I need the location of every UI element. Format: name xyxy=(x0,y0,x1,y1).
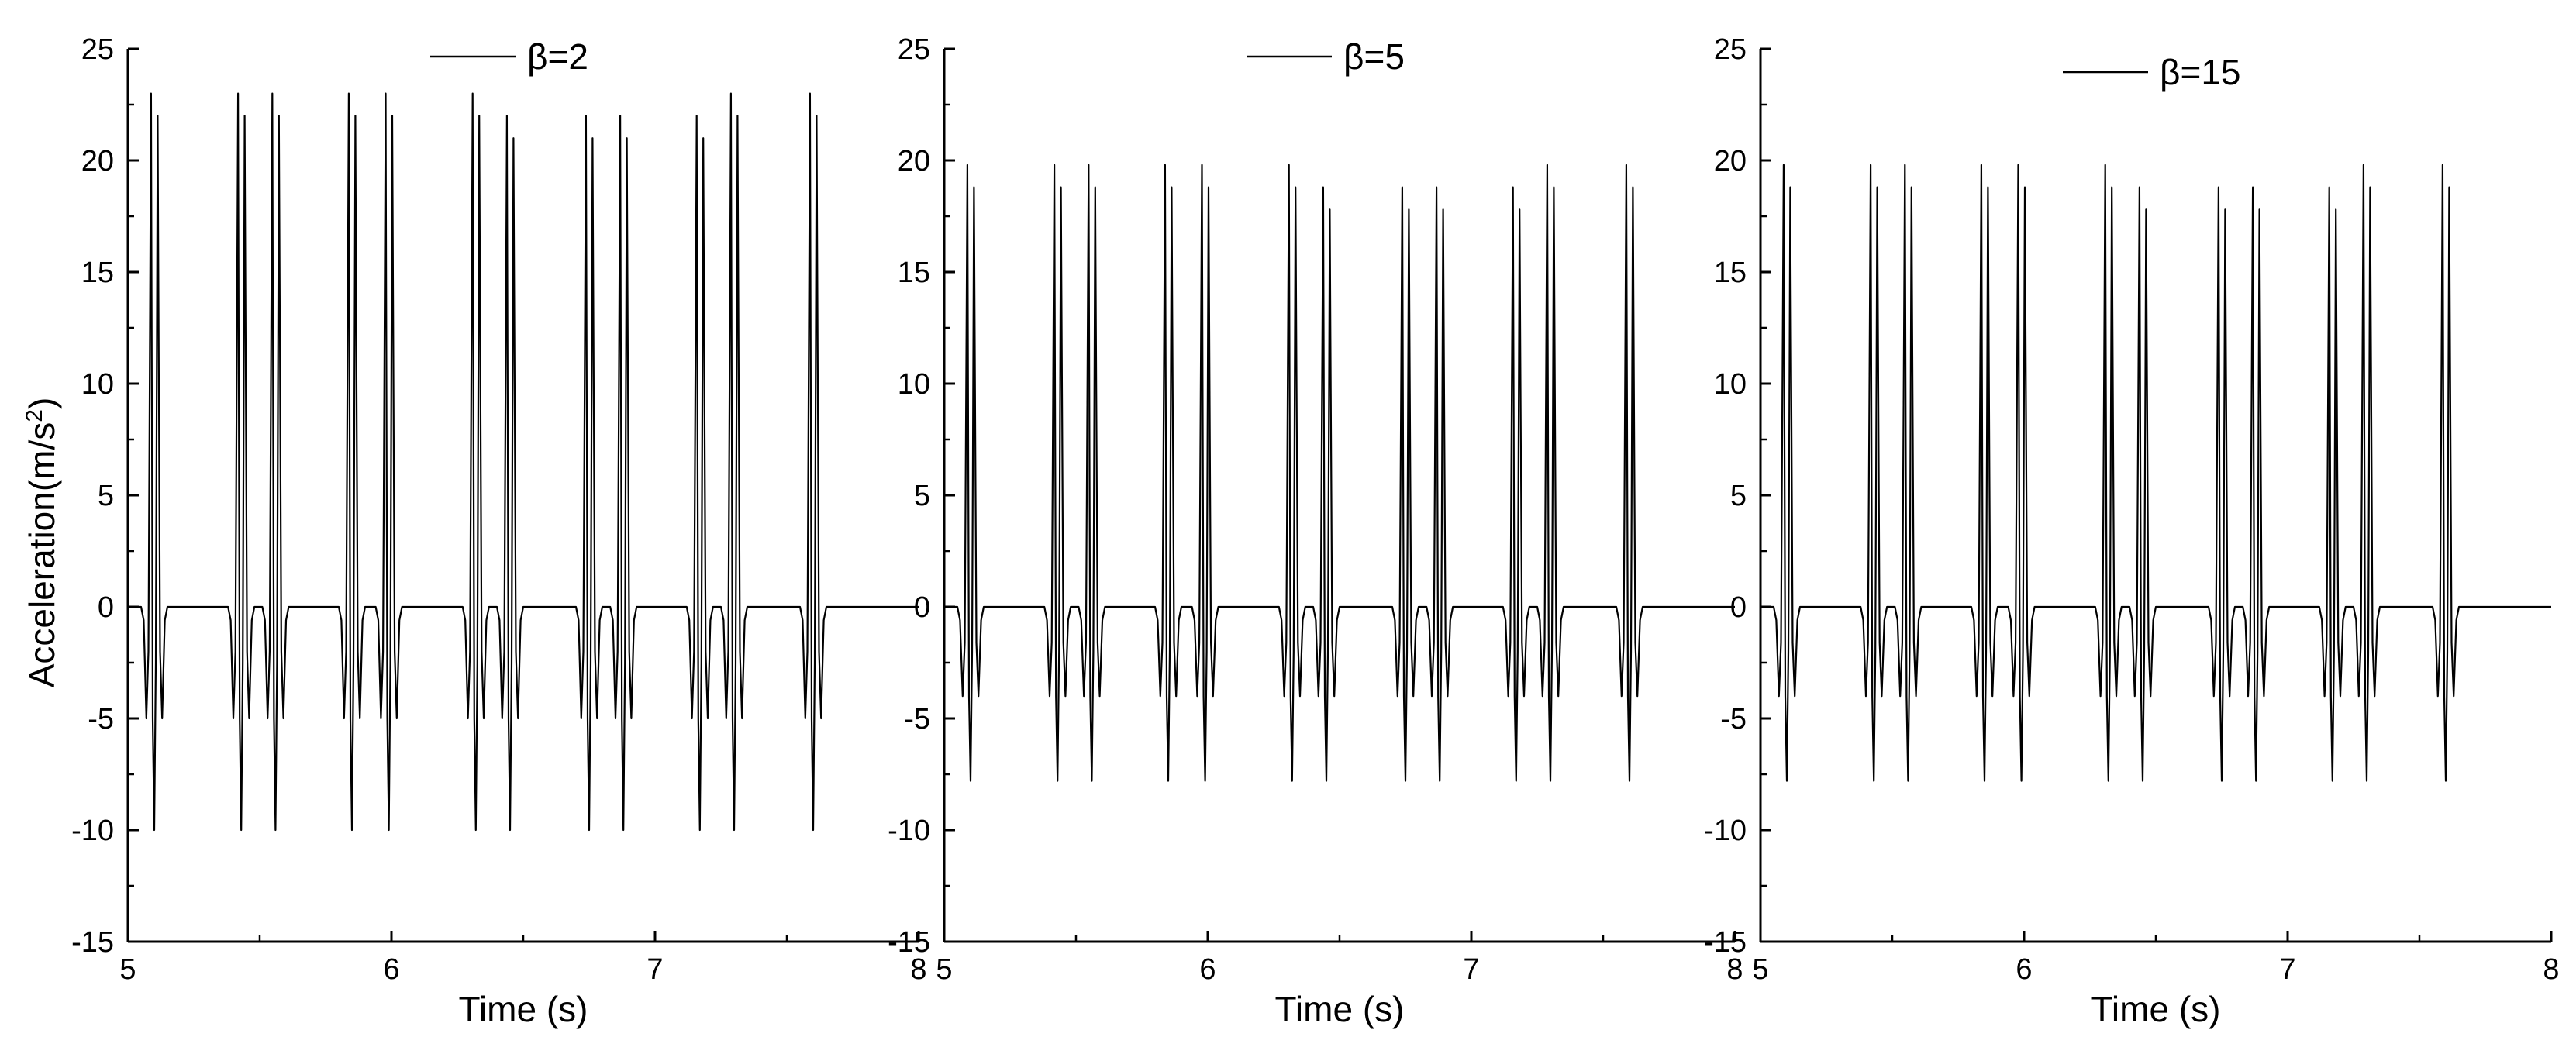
y-tick-label: 10 xyxy=(81,368,114,401)
y-tick-label: -10 xyxy=(888,815,930,847)
legend-label: β=5 xyxy=(1343,36,1405,77)
y-tick-label: 5 xyxy=(98,480,114,512)
series-line-1 xyxy=(944,164,1735,782)
y-axis-title: Acceleration(m/s2) xyxy=(22,398,63,688)
y-tick-label: 20 xyxy=(898,145,930,177)
y-tick-label: 5 xyxy=(1730,480,1747,512)
y-tick-label: -10 xyxy=(1704,815,1747,847)
series-line-1 xyxy=(128,92,919,832)
x-tick-label: 7 xyxy=(2279,953,2295,986)
y-tick-label: -15 xyxy=(1704,926,1747,959)
x-tick-label: 5 xyxy=(1752,953,1768,986)
legend-label: β=15 xyxy=(2160,52,2241,92)
y-tick-label: 0 xyxy=(1730,591,1747,624)
series-line-1 xyxy=(1760,164,2551,782)
y-axis-title-superscript: 2 xyxy=(22,409,47,422)
x-axis-title: Time (s) xyxy=(2091,989,2221,1029)
y-tick-label: 25 xyxy=(81,33,114,66)
x-axis-title: Time (s) xyxy=(459,989,588,1029)
y-tick-label: 15 xyxy=(81,257,114,289)
x-tick-label: 6 xyxy=(383,953,399,986)
x-tick-label: 7 xyxy=(647,953,663,986)
y-axis-title-end: ) xyxy=(22,398,62,409)
y-tick-label: 20 xyxy=(1714,145,1747,177)
x-tick-label: 5 xyxy=(119,953,136,986)
x-tick-label: 8 xyxy=(2543,953,2559,986)
legend: β=15 xyxy=(2063,52,2241,92)
x-tick-label: 5 xyxy=(936,953,952,986)
y-tick-label: 10 xyxy=(898,368,930,401)
chart-panel-1: -15 -10 -5 0 5 10 15 20 25 5 6 7 8 Time (s) β=2 xyxy=(71,33,926,1029)
y-tick-label: 15 xyxy=(898,257,930,289)
y-tick-label: -10 xyxy=(71,815,114,847)
legend-label: β=2 xyxy=(527,36,588,77)
x-axis-title: Time (s) xyxy=(1275,989,1405,1029)
x-tick-label: 6 xyxy=(2016,953,2032,986)
chart-panel-3: -15 -10 -5 0 5 10 15 20 25 5 6 7 8 Time (s) β=15 xyxy=(1704,33,2559,1029)
y-tick-label: 10 xyxy=(1714,368,1747,401)
y-tick-label: -5 xyxy=(904,703,930,736)
x-tick-label: 7 xyxy=(1463,953,1479,986)
y-axis-title-main: Acceleration(m/s xyxy=(22,422,62,688)
y-tick-label: -15 xyxy=(888,926,930,959)
y-tick-label: 5 xyxy=(914,480,930,512)
legend: β=2 xyxy=(430,36,588,77)
x-tick-label: 6 xyxy=(1199,953,1216,986)
x-tick-label: 8 xyxy=(910,953,926,986)
x-tick-label: 8 xyxy=(1726,953,1743,986)
y-tick-label: 0 xyxy=(914,591,930,624)
y-tick-label: 20 xyxy=(81,145,114,177)
y-tick-label: -15 xyxy=(71,926,114,959)
y-tick-label: 15 xyxy=(1714,257,1747,289)
legend: β=5 xyxy=(1247,36,1405,77)
y-tick-label: -5 xyxy=(1720,703,1747,736)
y-tick-label: 25 xyxy=(1714,33,1747,66)
y-tick-label: -5 xyxy=(88,703,114,736)
y-tick-label: 0 xyxy=(98,591,114,624)
y-tick-label: 25 xyxy=(898,33,930,66)
chart-panel-2: -15 -10 -5 0 5 10 15 20 25 5 6 7 8 Time (s) β=5 xyxy=(888,33,1743,1029)
